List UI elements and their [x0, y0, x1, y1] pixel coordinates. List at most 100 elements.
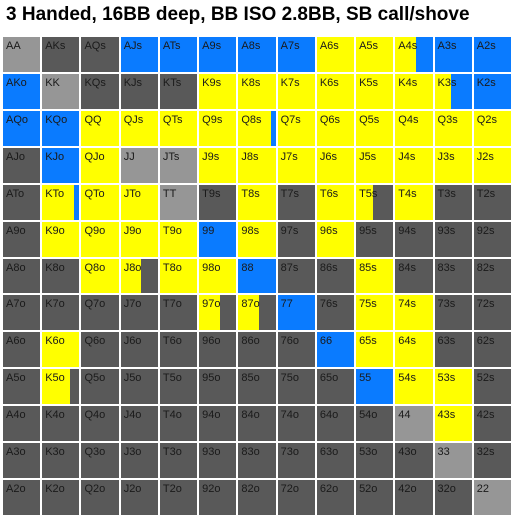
cell-fill-blue	[271, 110, 276, 146]
cell-fill-yellow	[316, 184, 355, 220]
hand-cell-T3s: T3s	[433, 183, 473, 221]
cell-fill-dark	[356, 221, 394, 257]
hand-label: A3s	[437, 40, 457, 52]
hand-label: 52s	[476, 372, 495, 385]
hand-cell-72o: 72o	[276, 479, 316, 516]
hand-cell-97s: 97s	[276, 220, 316, 258]
hand-label: J6o	[123, 335, 142, 348]
hand-label: 88	[241, 261, 254, 274]
hand-cell-A9s: A9s	[198, 36, 238, 73]
cell-fill-dark	[42, 295, 80, 331]
cell-fill-yellow	[120, 258, 142, 294]
cell-fill-yellow	[199, 258, 237, 294]
cell-fill-yellow	[473, 147, 511, 183]
cell-fill-blue	[238, 258, 276, 294]
cell-fill-dark	[277, 221, 315, 257]
hand-label: 32s	[476, 446, 495, 459]
cell-fill-dark	[395, 443, 433, 479]
hand-label: 74s	[398, 298, 417, 311]
cell-fill-dark	[238, 443, 276, 479]
cell-fill-dark	[316, 295, 355, 331]
cell-fill-dark	[81, 443, 119, 479]
hand-label: 72o	[280, 483, 299, 496]
cell-fill-dark	[42, 258, 80, 294]
cell-fill-dark	[316, 369, 355, 405]
hand-label: 82o	[241, 483, 260, 496]
hand-cell-T8s: T8s	[237, 183, 277, 221]
hand-label: Q9o	[84, 224, 106, 237]
cell-fill-dark	[473, 406, 511, 442]
hand-label: A4o	[6, 409, 26, 422]
hand-cell-QTo: QTo	[80, 183, 120, 221]
cell-fill-yellow	[395, 147, 433, 183]
cell-fill-dark	[356, 406, 394, 442]
hand-cell-42o: 42o	[394, 479, 434, 516]
hand-cell-K7o: K7o	[41, 294, 81, 332]
cell-fill-dark	[434, 295, 472, 331]
cell-fill-blue	[199, 221, 237, 257]
hand-cell-82o: 82o	[237, 479, 277, 516]
cell-fill-yellow	[434, 406, 472, 442]
hand-cell-32o: 32o	[433, 479, 473, 516]
hand-cell-Q4o: Q4o	[80, 405, 120, 443]
hand-cell-Q6s: Q6s	[315, 109, 356, 147]
hand-label: T3o	[162, 446, 182, 459]
hand-label: 42s	[476, 409, 495, 422]
hand-cell-93s: 93s	[433, 220, 473, 258]
cell-fill-dark	[159, 443, 198, 479]
cell-fill-dark	[258, 295, 276, 331]
cell-fill-yellow	[395, 184, 433, 220]
cell-fill-yellow	[238, 147, 276, 183]
hand-cell-Q7o: Q7o	[80, 294, 120, 332]
hand-cell-ATs: ATs	[158, 36, 199, 73]
hand-label: T9s	[202, 187, 221, 200]
hand-label: AQo	[6, 113, 29, 126]
hand-label: 62o	[319, 483, 339, 496]
cell-fill-dark	[3, 332, 41, 368]
cell-fill-dark	[473, 332, 511, 368]
hand-label: 52o	[359, 483, 378, 496]
hand-label: Q6s	[319, 113, 341, 126]
hand-cell-A2o: A2o	[2, 479, 42, 516]
hand-cell-T2o: T2o	[158, 479, 199, 516]
hand-cell-99: 99	[198, 220, 238, 258]
cell-fill-yellow	[277, 73, 315, 109]
hand-cell-43o: 43o	[394, 442, 434, 480]
hand-label: 72s	[476, 298, 495, 311]
cell-fill-yellow	[356, 184, 373, 220]
hand-cell-J7s: J7s	[276, 146, 316, 184]
hand-label: JJ	[123, 150, 135, 163]
hand-label: 63o	[319, 446, 339, 459]
hand-label: 43o	[398, 446, 417, 459]
hand-cell-A4s: A4s	[394, 36, 434, 73]
hand-label: 32o	[437, 483, 456, 496]
hand-label: Q6o	[84, 335, 106, 348]
cell-fill-blue	[277, 295, 315, 331]
hand-label: 65o	[319, 372, 339, 385]
hand-cell-87s: 87s	[276, 257, 316, 295]
hand-label: Q5o	[84, 372, 106, 385]
hand-label: J5s	[359, 150, 377, 163]
hand-cell-66: 66	[315, 331, 356, 369]
hand-label: Q8s	[241, 113, 262, 126]
cell-fill-yellow	[120, 184, 158, 220]
hand-label: JTo	[123, 187, 141, 200]
hand-label: 55	[359, 372, 372, 385]
cell-fill-dark	[81, 332, 119, 368]
cell-fill-yellow	[159, 221, 198, 257]
hand-cell-J9o: J9o	[119, 220, 159, 258]
cell-fill-yellow	[395, 332, 433, 368]
hand-cell-KJs: KJs	[119, 72, 159, 110]
hand-label: 62s	[476, 335, 495, 348]
cell-fill-dark	[199, 480, 237, 515]
hand-label: J9s	[202, 150, 220, 163]
cell-fill-light	[42, 73, 80, 109]
hand-cell-Q6o: Q6o	[80, 331, 120, 369]
hand-label: A6s	[319, 40, 339, 52]
hand-label: 85s	[359, 261, 377, 274]
hand-cell-J3s: J3s	[433, 146, 473, 184]
hand-cell-A7o: A7o	[2, 294, 42, 332]
hand-cell-T5s: T5s	[355, 183, 395, 221]
hand-cell-Q2s: Q2s	[472, 109, 512, 147]
cell-fill-yellow	[238, 184, 276, 220]
